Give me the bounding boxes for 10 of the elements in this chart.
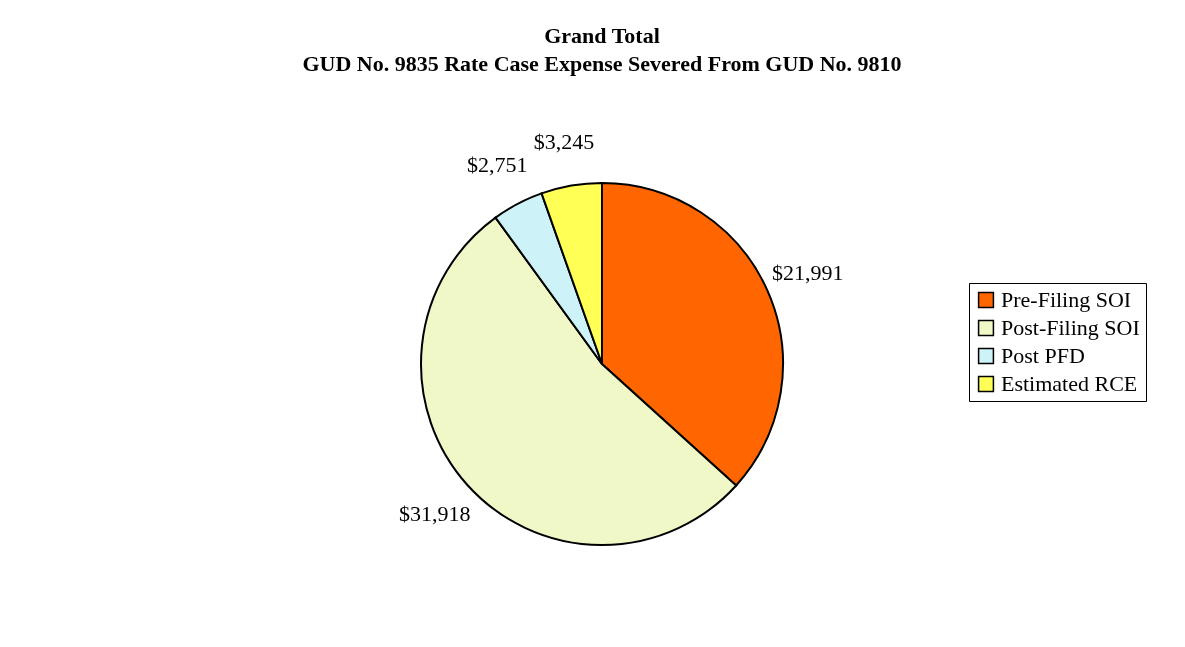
legend-label: Estimated RCE: [1001, 371, 1138, 396]
data-label: $21,991: [771, 259, 844, 285]
text: GUD No. 9835 Rate Case Expense Severed From GUD No. 9810: [302, 51, 902, 76]
legend-label: Post PFD: [1001, 343, 1085, 368]
text: Grand Total: [544, 23, 660, 48]
data-label: $2,751: [466, 151, 528, 177]
data-label: $31,918: [398, 501, 471, 527]
data-label: $3,245: [533, 129, 595, 155]
legend-label: Post-Filing SOI: [1001, 315, 1140, 340]
legend-label: Pre-Filing SOI: [1001, 287, 1132, 312]
